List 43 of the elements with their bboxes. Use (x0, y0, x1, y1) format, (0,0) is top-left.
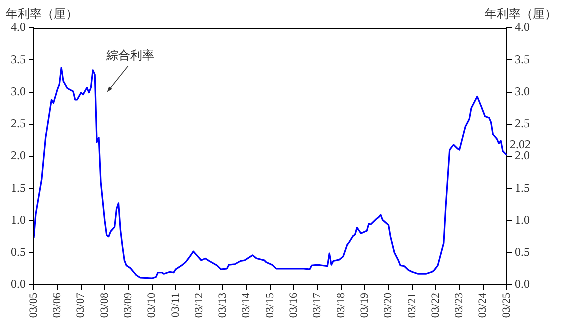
y-tick-label: 2.5 (11, 116, 26, 131)
x-tick-label: 03/08 (98, 292, 111, 318)
y-axis-title: 年利率（厘） (6, 6, 78, 23)
x-tick-label: 03/14 (240, 292, 253, 318)
x-tick-label: 03/21 (406, 293, 418, 318)
y-tick-label: 0.0 (11, 277, 26, 292)
x-tick-label: 03/11 (170, 293, 182, 318)
y-tick-label: 3.0 (11, 84, 26, 98)
x-tick-label: 03/17 (312, 292, 324, 318)
x-tick-label: 03/24 (477, 292, 490, 318)
data-label: 2.02 (510, 137, 531, 152)
y2-tick-label: 4.0 (515, 20, 530, 34)
x-tick-label: 03/09 (122, 292, 134, 318)
x-tick-label: 03/16 (288, 292, 300, 318)
y-tick-label: 1.0 (11, 212, 26, 227)
y2-tick-label: 2.0 (515, 148, 530, 163)
x-tick-label: 03/13 (217, 292, 230, 318)
y-tick-label: 2.0 (11, 148, 26, 163)
y2-tick-label: 2.5 (515, 116, 530, 131)
x-tick-label: 03/07 (75, 292, 88, 318)
x-tick-label: 03/12 (193, 293, 206, 318)
y2-tick-label: 1.0 (515, 212, 530, 227)
y2-tick-label: 0.5 (515, 245, 530, 260)
x-tick-label: 03/22 (430, 293, 442, 318)
x-tick-label: 03/10 (146, 292, 158, 318)
y-tick-label: 1.5 (11, 180, 26, 195)
y2-tick-label: 3.5 (515, 52, 530, 66)
y2-axis-title: 年利率（厘） (485, 6, 557, 23)
x-tick-label: 03/15 (264, 292, 276, 318)
x-tick-label: 03/20 (382, 292, 395, 318)
x-tick-label: 03/23 (454, 292, 466, 318)
y2-tick-label: 3.0 (515, 84, 530, 98)
y-tick-label: 0.5 (11, 245, 26, 260)
x-tick-label: 03/05 (28, 292, 40, 318)
x-tick-label: 03/25 (500, 292, 513, 318)
x-tick-label: 03/18 (335, 292, 348, 318)
y-tick-label: 3.5 (11, 52, 26, 66)
x-tick-label: 03/06 (52, 292, 64, 318)
y-tick-label: 4.0 (11, 20, 26, 34)
y2-tick-label: 1.5 (515, 180, 530, 195)
y2-tick-label: 0.0 (515, 277, 530, 292)
annotation: 綜合利率 (105, 48, 154, 62)
x-tick-label: 03/19 (358, 292, 371, 318)
